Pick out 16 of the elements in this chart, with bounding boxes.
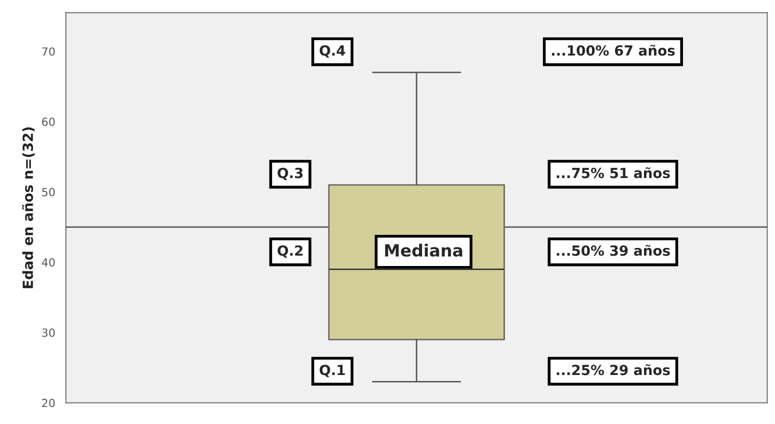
y-tick-label: 20 [42, 398, 55, 408]
annotation: Q.2 [278, 245, 302, 258]
y-tick-label: 70 [42, 47, 55, 56]
annotation: Q.3 [278, 168, 303, 180]
annotation: ...75% 51 años [556, 167, 670, 178]
annotation: Mediana [385, 244, 462, 257]
annotation: ...100% 67 años [552, 44, 675, 56]
annotation: ...25% 29 años [556, 364, 670, 376]
y-axis-title: Edad en años n=(32) [22, 127, 35, 288]
y-tick-label: 60 [42, 118, 55, 126]
annotation: Q.1 [320, 364, 345, 378]
y-tick-label: 40 [42, 258, 55, 267]
annotation: ...50% 39 años [556, 244, 670, 256]
annotation: Q.4 [320, 45, 346, 58]
y-tick-label: 30 [42, 328, 55, 337]
y-tick-label: 50 [42, 188, 55, 196]
